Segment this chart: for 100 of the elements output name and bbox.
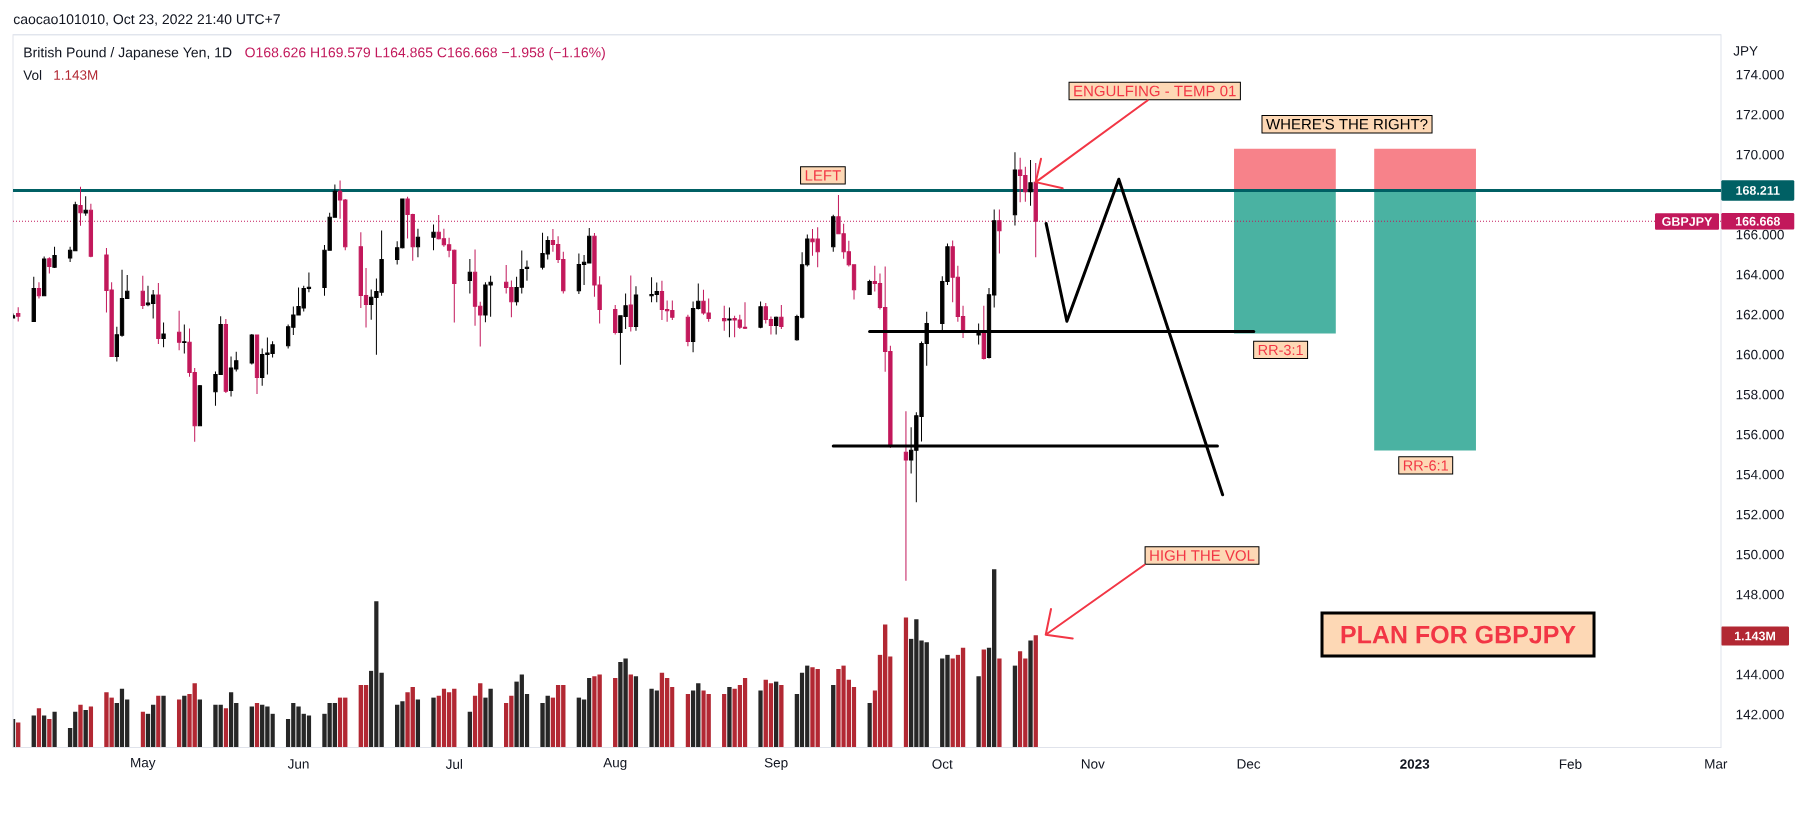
candlestick [903, 410, 909, 582]
y-tick-label: 164.000 [1736, 269, 1784, 280]
bar [768, 683, 774, 748]
candlestick [52, 246, 57, 269]
text: 1.143M [1734, 631, 1776, 641]
candlestick [156, 282, 161, 345]
bar [400, 701, 405, 748]
candlestick [1033, 162, 1038, 258]
candlestick [831, 214, 836, 253]
y-tick-label: 154.000 [1736, 469, 1784, 480]
candlestick [254, 334, 260, 395]
x-tick-label: Jun [287, 759, 309, 769]
candlestick [659, 280, 665, 321]
bar [140, 711, 145, 748]
candlestick [867, 279, 872, 296]
bar [555, 685, 561, 748]
candlestick [628, 274, 633, 333]
chart-title: Vol [23, 70, 42, 80]
bar [223, 708, 229, 748]
bar [654, 690, 659, 748]
y-tick-label: 170.000 [1736, 149, 1784, 160]
y-tick-label: 150.000 [1736, 549, 1784, 560]
bar [197, 699, 203, 748]
y-tick-label: 172.000 [1736, 109, 1784, 120]
candlestick [997, 208, 1002, 254]
bar [773, 681, 779, 748]
y-tick-label: 158.000 [1736, 389, 1784, 400]
y-tick-label: 144.000 [1736, 669, 1784, 680]
bar [394, 704, 400, 748]
x-tick-label: Dec [1237, 759, 1261, 769]
bar [41, 715, 47, 748]
bar [903, 617, 909, 748]
bar [722, 694, 727, 748]
bar [228, 692, 234, 748]
annotation: 1.143M [54, 70, 98, 80]
candlestick [197, 384, 203, 427]
candlestick [182, 323, 187, 355]
bar [613, 678, 618, 748]
candlestick [685, 314, 691, 347]
x-tick-label: Sep [764, 757, 788, 771]
bar [1028, 640, 1033, 748]
bar [706, 694, 711, 748]
bar [685, 694, 691, 748]
bar [758, 690, 763, 748]
candlestick [467, 258, 473, 295]
bar [358, 685, 364, 748]
candlestick [83, 195, 88, 217]
bar [363, 685, 369, 748]
y-tick-label: 162.000 [1736, 309, 1784, 320]
y-tick-label: 142.000 [1736, 709, 1784, 720]
y-tick-label: 160.000 [1736, 349, 1784, 360]
bar [176, 699, 182, 748]
y-tick-label: 156.000 [1736, 429, 1784, 440]
bar [1017, 651, 1023, 748]
text: O168.626 H169.579 L164.865 C166.668 −1.958 (−1.16%) [245, 47, 605, 61]
y-axis-title: JPY [1733, 46, 1758, 56]
annotation: WHERE'S THE RIGHT? [1266, 118, 1428, 130]
x-tick-label: Nov [1081, 759, 1105, 769]
bar [119, 688, 125, 748]
bar [31, 715, 36, 748]
y-tick-label: 166.000 [1736, 229, 1784, 240]
bar [831, 685, 836, 748]
candlestick [722, 305, 727, 332]
bar [182, 695, 187, 748]
bar [981, 649, 986, 748]
bar [161, 695, 166, 748]
bar [415, 699, 421, 748]
candlestick [161, 322, 166, 348]
bar [997, 658, 1002, 748]
bar [576, 697, 582, 748]
y-tick-label: 152.000 [1736, 509, 1784, 520]
bar [779, 685, 784, 748]
x-tick-label: Oct [932, 759, 953, 769]
y-tick-label: 148.000 [1736, 589, 1784, 600]
bar [431, 697, 436, 748]
annotation: RR-6:1 [1403, 460, 1448, 471]
x-tick-label: Feb [1559, 759, 1582, 769]
bar [78, 704, 83, 748]
candlestick [431, 223, 436, 251]
annotation: HIGH THE VOL [1150, 550, 1255, 561]
bar [1033, 635, 1038, 748]
annotation: GBPJPY [1662, 217, 1713, 226]
annotation: RR-3:1 [1258, 344, 1303, 356]
candlestick [779, 304, 784, 330]
bar [441, 688, 447, 748]
text: caocao101010, Oct 23, 2022 21:40 UTC+7 [13, 14, 280, 26]
text: British Pound / Japanese Yen, 1D [24, 47, 232, 61]
bar [1012, 665, 1018, 748]
annotation: PLAN FOR GBPJPY [1341, 625, 1576, 644]
candlestick [633, 285, 639, 332]
x-tick-label: 2023 [1400, 759, 1430, 769]
x-tick-label: Aug [603, 757, 627, 771]
ref-line-label: 166.668 [1735, 216, 1780, 226]
candlestick [140, 275, 145, 310]
bar [150, 704, 156, 748]
bar [908, 638, 914, 748]
y-tick-label: 174.000 [1736, 69, 1784, 80]
x-tick-label: Jul [445, 759, 462, 769]
bar [156, 695, 161, 748]
bar [659, 672, 665, 748]
